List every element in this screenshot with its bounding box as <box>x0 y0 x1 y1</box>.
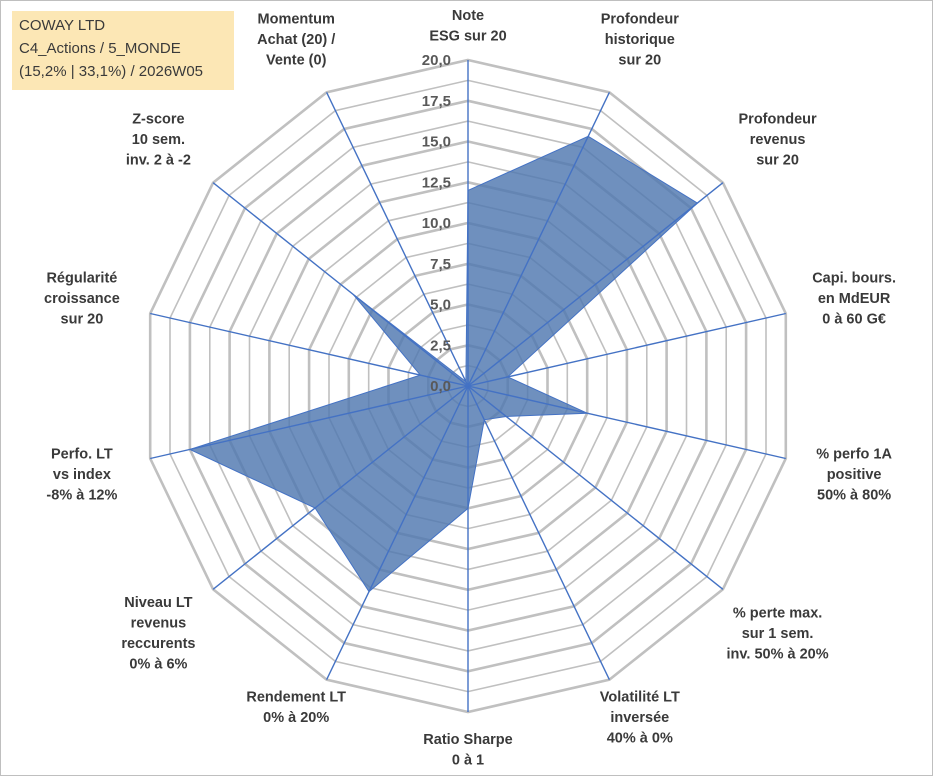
radar-axis-label-line: 0 à 1 <box>452 753 484 769</box>
radar-axis-spoke <box>467 312 786 387</box>
radar-tick-label: 5,0 <box>430 297 451 314</box>
radar-axis-label-line: sur 20 <box>756 153 799 169</box>
radar-tick-labels: 0,0 2,5 5,0 7,5 10,0 12,5 15,0 17,5 20,0 <box>422 52 451 395</box>
radar-axis-label-line: inv. 50% à 20% <box>727 646 829 662</box>
radar-axis-spoke <box>150 385 469 460</box>
radar-tick-label: 17,5 <box>422 93 451 110</box>
radar-axes <box>150 60 786 712</box>
radar-axis-label-line: Profondeur <box>739 112 817 128</box>
radar-axis-label-line: 0% à 20% <box>263 710 329 726</box>
radar-axis-label-line: 0% à 6% <box>129 657 187 673</box>
radar-axis-label: Ratio Sharpe 0 à 1 <box>423 732 512 769</box>
radar-series <box>188 135 699 593</box>
radar-axis-label: Rendement LT 0% à 20% <box>246 690 346 727</box>
radar-axis-label-line: -8% à 12% <box>46 488 117 504</box>
title-line-stats: (15,2% | 33,1%) / 2026W05 <box>19 63 203 80</box>
radar-axis-label-line: Z-score <box>132 112 184 128</box>
radar-axis-label-line: 50% à 80% <box>817 488 891 504</box>
radar-axis-spoke <box>467 182 724 387</box>
radar-axis-spoke <box>467 385 724 590</box>
radar-axis-label-line: 10 sem. <box>132 132 185 148</box>
title-line-category: C4_Actions / 5_MONDE <box>19 40 181 57</box>
radar-axis-label-line: Momentum <box>258 11 335 27</box>
radar-axis-labels: Note ESG sur 20 Profondeur historique sur 20… <box>44 8 896 769</box>
radar-axis-label-line: sur 1 sem. <box>742 626 814 642</box>
radar-axis-label-line: vs index <box>53 467 111 483</box>
radar-axis-label: Régularité croissance sur 20 <box>44 270 120 327</box>
radar-axis-label-line: sur 20 <box>618 52 661 68</box>
radar-axis-label-line: positive <box>827 467 882 483</box>
radar-axis-label-line: en MdEUR <box>818 291 891 307</box>
radar-axis-label-line: Achat (20) / <box>257 32 335 48</box>
radar-axis-label: Profondeur revenus sur 20 <box>739 112 817 169</box>
radar-axis-label-line: ESG sur 20 <box>429 29 506 45</box>
radar-tick-label: 15,0 <box>422 134 451 151</box>
radar-axis-label-line: Ratio Sharpe <box>423 732 512 748</box>
radar-axis-label-line: % perte max. <box>733 605 822 621</box>
radar-axis-label: Niveau LT revenus reccurents 0% à 6% <box>121 595 195 673</box>
radar-axis-label-line: Niveau LT <box>124 595 192 611</box>
title-line-company: COWAY LTD <box>19 17 106 34</box>
radar-axis-spoke <box>325 91 469 387</box>
radar-axis-label-line: croissance <box>44 291 120 307</box>
radar-axis-label-line: Rendement LT <box>246 690 346 706</box>
radar-axis-spoke <box>150 312 469 387</box>
radar-axis-label-line: revenus <box>750 132 806 148</box>
radar-axis-label-line: reccurents <box>121 636 195 652</box>
radar-tick-label: 20,0 <box>422 52 451 69</box>
radar-axis-spoke <box>467 385 786 460</box>
radar-axis-label: Perfo. LT vs index -8% à 12% <box>46 447 117 504</box>
radar-axis-label-line: Perfo. LT <box>51 447 113 463</box>
radar-axis-spoke <box>212 182 469 387</box>
radar-axis-label-line: revenus <box>131 616 187 632</box>
radar-axis-label-line: Profondeur <box>601 11 679 27</box>
radar-axis-label-line: 0 à 60 G€ <box>822 311 886 327</box>
radar-axis-spoke <box>467 91 611 387</box>
radar-axis-label-line: Capi. bours. <box>812 270 896 286</box>
radar-axis-label-line: 40% à 0% <box>607 731 673 747</box>
radar-axis-label-line: Régularité <box>46 270 117 286</box>
radar-axis-label-line: inv. 2 à -2 <box>126 153 191 169</box>
radar-axis-label-line: inversée <box>610 710 669 726</box>
radar-axis-label-line: historique <box>605 32 675 48</box>
chart-title-box: COWAY LTD C4_Actions / 5_MONDE (15,2% | … <box>12 11 234 90</box>
radar-axis-label-line: Vente (0) <box>266 52 327 68</box>
radar-axis-spoke <box>212 385 469 590</box>
radar-axis-spoke <box>325 385 469 681</box>
radar-axis-label: Profondeur historique sur 20 <box>601 11 679 68</box>
radar-axis-label: Capi. bours. en MdEUR 0 à 60 G€ <box>812 270 896 327</box>
radar-tick-label: 0,0 <box>430 378 451 395</box>
radar-axis-label: % perte max. sur 1 sem. inv. 50% à 20% <box>727 605 829 662</box>
radar-tick-label: 10,0 <box>422 215 451 232</box>
radar-tick-label: 2,5 <box>430 337 451 354</box>
radar-axis-label: Volatilité LT inversée 40% à 0% <box>600 690 680 747</box>
radar-axis-label: Z-score 10 sem. inv. 2 à -2 <box>126 112 191 169</box>
radar-axis-label-line: % perfo 1A <box>816 447 892 463</box>
radar-axis-label-line: Note <box>452 8 484 24</box>
radar-tick-label: 7,5 <box>430 256 451 273</box>
radar-axis-label-line: Volatilité LT <box>600 690 680 706</box>
radar-axis-label-line: sur 20 <box>61 311 104 327</box>
radar-axis-label: Note ESG sur 20 <box>429 8 506 45</box>
radar-series-area <box>188 135 699 593</box>
radar-tick-label: 12,5 <box>422 174 451 191</box>
radar-axis-label: Momentum Achat (20) / Vente (0) <box>257 11 335 68</box>
radar-axis-label: % perfo 1A positive 50% à 80% <box>816 447 892 504</box>
radar-axis-spoke <box>467 385 611 681</box>
